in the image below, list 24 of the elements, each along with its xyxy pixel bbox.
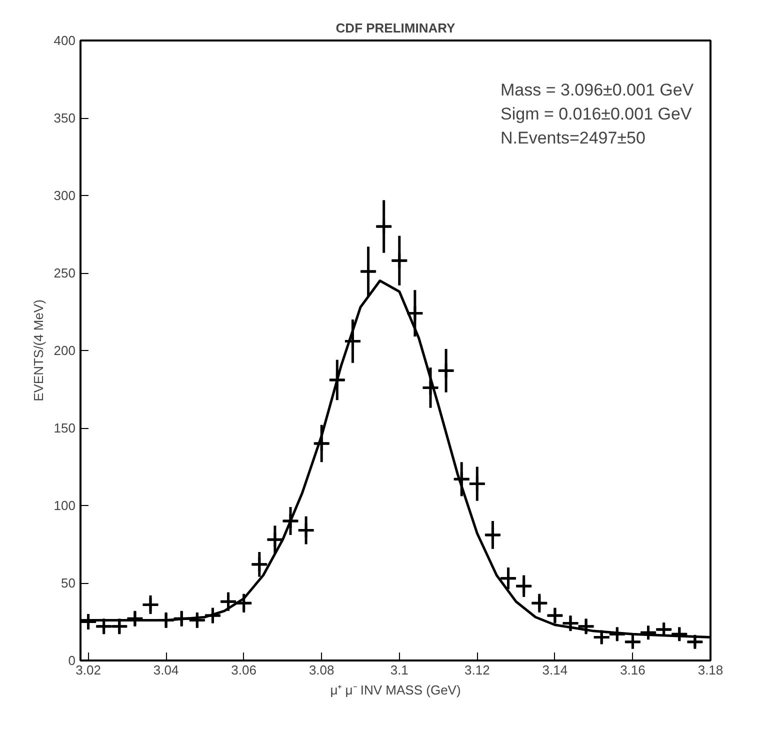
y-tick-label: 150 bbox=[54, 420, 76, 436]
x-tick-label: 3.1 bbox=[390, 662, 408, 678]
y-tick-label: 300 bbox=[54, 188, 76, 203]
x-tick-label: 3.14 bbox=[542, 662, 568, 678]
x-tick-label: 3.18 bbox=[698, 662, 724, 678]
y-axis-title: EVENTS/(4 MeV) bbox=[30, 300, 46, 402]
y-tick-label: 50 bbox=[61, 576, 76, 590]
x-tick-label: 3.04 bbox=[153, 662, 179, 678]
y-tick-label: 400 bbox=[54, 33, 76, 48]
x-tick-label: 3.02 bbox=[76, 662, 101, 678]
x-tick-label: 3.12 bbox=[464, 662, 490, 678]
chart-title: CDF PRELIMINARY bbox=[336, 20, 456, 36]
annotation: Sigm = 0.016±0.001 GeV bbox=[500, 104, 692, 124]
x-tick-label: 3.16 bbox=[620, 662, 646, 678]
y-tick-label: 350 bbox=[54, 110, 76, 126]
annotation: N.Events=2497±50 bbox=[500, 128, 646, 148]
y-tick-label: 200 bbox=[54, 343, 76, 358]
y-tick-label: 250 bbox=[54, 266, 76, 280]
x-tick-label: 3.06 bbox=[231, 662, 256, 678]
annotation: Mass = 3.096±0.001 GeV bbox=[500, 80, 694, 100]
x-axis-title: μ⁺ μ⁻ INV MASS (GeV) bbox=[330, 682, 461, 698]
y-tick-label: 100 bbox=[54, 498, 76, 513]
x-tick-label: 3.08 bbox=[308, 662, 334, 678]
y-tick-label: 0 bbox=[68, 653, 76, 668]
